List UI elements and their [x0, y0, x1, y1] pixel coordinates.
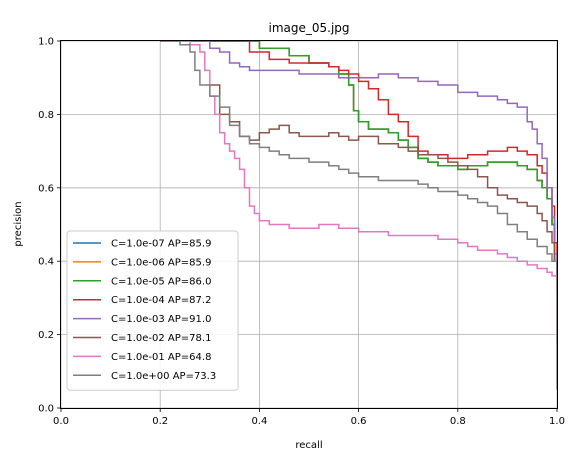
legend-label-4: C=1.0e-03 AP=91.0: [111, 314, 211, 325]
legend-label-1: C=1.0e-06 AP=85.9: [111, 257, 211, 268]
y-tick-label: 0.4: [38, 257, 54, 268]
legend-label-7: C=1.0e+00 AP=73.3: [111, 371, 216, 382]
plot-frame: [60, 40, 558, 409]
y-tick-label: 1.0: [38, 37, 54, 48]
y-tick-label: 0.8: [38, 110, 54, 121]
series-layer: [160, 40, 558, 390]
series-line-6: [160, 40, 558, 342]
x-tick-label: 0.2: [152, 416, 168, 427]
chart-title: image_05.jpg: [268, 21, 349, 35]
x-tick-label: 0.8: [450, 416, 466, 427]
legend-label-3: C=1.0e-04 AP=87.2: [111, 295, 211, 306]
y-axis-label: precision: [13, 201, 24, 246]
y-tick-label: 0.0: [38, 404, 54, 415]
legend-box: [66, 230, 239, 391]
x-tick-label: 0.6: [351, 416, 367, 427]
x-tick-label: 0.4: [251, 416, 267, 427]
series-line-4: [160, 40, 558, 280]
legend-label-0: C=1.0e-07 AP=85.9: [111, 239, 211, 250]
legend: C=1.0e-07 AP=85.9 C=1.0e-06 AP=85.9 C=1.0e…: [66, 230, 239, 391]
x-tick-label: 0.0: [53, 416, 69, 427]
y-tick-label: 0.2: [38, 330, 54, 341]
legend-label-2: C=1.0e-05 AP=86.0: [111, 276, 211, 287]
legend-label-5: C=1.0e-02 AP=78.1: [111, 333, 211, 344]
legend-label-6: C=1.0e-01 AP=64.8: [111, 352, 211, 363]
y-tick-label: 0.6: [38, 183, 54, 194]
series-line-3: [160, 40, 558, 269]
series-line-5: [209, 84, 558, 291]
x-axis-label: recall: [295, 440, 322, 451]
x-tick-label: 1.0: [549, 416, 565, 427]
axis-ticks: 0.0 0.2 0.4 0.6 0.8 1.0 0.0 0.2 0.4 0.6 0.8 1.0: [38, 37, 565, 428]
series-line-7: [160, 40, 558, 390]
